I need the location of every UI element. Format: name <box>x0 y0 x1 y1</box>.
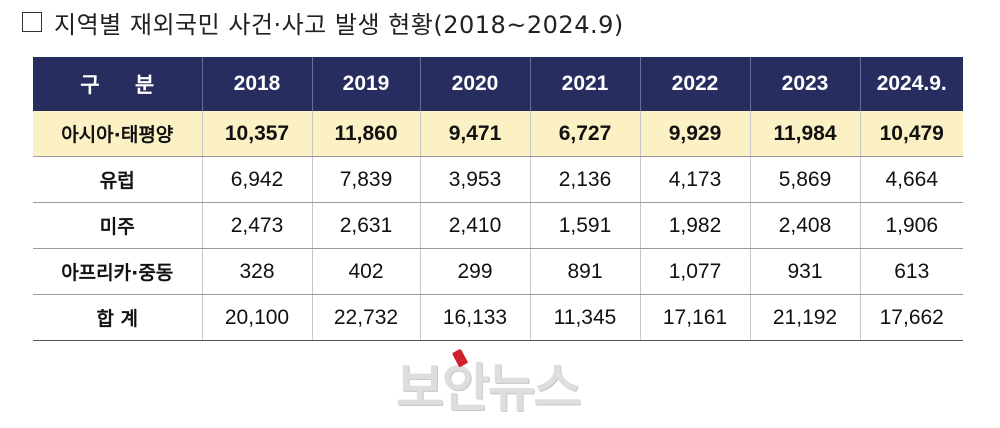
table-cell: 11,860 <box>312 111 421 157</box>
table-row-total: 합 계 20,100 22,732 16,133 11,345 17,161 2… <box>33 294 963 341</box>
table-row: 미주 2,473 2,631 2,410 1,591 1,982 2,408 1… <box>33 202 963 249</box>
table-cell: 20,100 <box>202 294 313 341</box>
header-year: 2022 <box>640 57 751 111</box>
table-cell: 21,192 <box>750 294 861 341</box>
table-cell: 22,732 <box>312 294 421 341</box>
header-year: 2021 <box>530 57 641 111</box>
table-cell: 931 <box>750 248 861 295</box>
table-cell: 1,591 <box>530 202 641 249</box>
table-cell: 299 <box>420 248 531 295</box>
table-row: 유럽 6,942 7,839 3,953 2,136 4,173 5,869 4… <box>33 156 963 203</box>
table-row: 아시아·태평양 10,357 11,860 9,471 6,727 9,929 … <box>33 111 963 157</box>
header-year: 2020 <box>420 57 531 111</box>
table-cell: 11,345 <box>530 294 641 341</box>
table-cell: 16,133 <box>420 294 531 341</box>
row-region-label: 아프리카·중동 <box>33 248 203 295</box>
row-region-label: 유럽 <box>33 156 203 203</box>
table-cell: 9,929 <box>640 111 751 157</box>
table-cell: 11,984 <box>750 111 861 157</box>
header-category: 구 분 <box>33 57 203 111</box>
header-year: 2024.9. <box>860 57 963 111</box>
table-cell: 402 <box>312 248 421 295</box>
table-row: 아프리카·중동 328 402 299 891 1,077 931 613 <box>33 248 963 295</box>
table-cell: 1,077 <box>640 248 751 295</box>
table-cell: 2,410 <box>420 202 531 249</box>
page-title: 지역별 재외국민 사건·사고 발생 현황(2018~2024.9) <box>54 10 624 39</box>
header-year: 2018 <box>202 57 313 111</box>
table-cell: 6,942 <box>202 156 313 203</box>
table-cell: 7,839 <box>312 156 421 203</box>
checkbox-icon <box>22 12 42 32</box>
table-caption: 지역별 재외국민 사건·사고 발생 현황(2018~2024.9) <box>22 6 624 39</box>
table-cell: 6,727 <box>530 111 641 157</box>
table-cell: 891 <box>530 248 641 295</box>
table-cell: 1,906 <box>860 202 963 249</box>
row-region-label: 아시아·태평양 <box>33 111 203 157</box>
table-cell: 2,473 <box>202 202 313 249</box>
table-cell: 5,869 <box>750 156 861 203</box>
table-cell: 2,408 <box>750 202 861 249</box>
table-cell: 2,136 <box>530 156 641 203</box>
table-cell: 17,161 <box>640 294 751 341</box>
header-year: 2019 <box>312 57 421 111</box>
table-cell: 328 <box>202 248 313 295</box>
header-year: 2023 <box>750 57 861 111</box>
row-region-label: 미주 <box>33 202 203 249</box>
table-cell: 4,173 <box>640 156 751 203</box>
table-cell: 613 <box>860 248 963 295</box>
table-cell: 17,662 <box>860 294 963 341</box>
table-cell: 4,664 <box>860 156 963 203</box>
table-cell: 10,357 <box>202 111 313 157</box>
table-cell: 9,471 <box>420 111 531 157</box>
table-cell: 2,631 <box>312 202 421 249</box>
table-cell: 1,982 <box>640 202 751 249</box>
statistics-table: 구 분 2018 2019 2020 2021 2022 2023 2024.9… <box>33 57 963 341</box>
watermark-logo: 보안뉴스 <box>396 359 581 419</box>
table-cell: 3,953 <box>420 156 531 203</box>
row-region-label: 합 계 <box>33 294 203 341</box>
table-cell: 10,479 <box>860 111 963 157</box>
table-header-row: 구 분 2018 2019 2020 2021 2022 2023 2024.9… <box>33 57 963 111</box>
